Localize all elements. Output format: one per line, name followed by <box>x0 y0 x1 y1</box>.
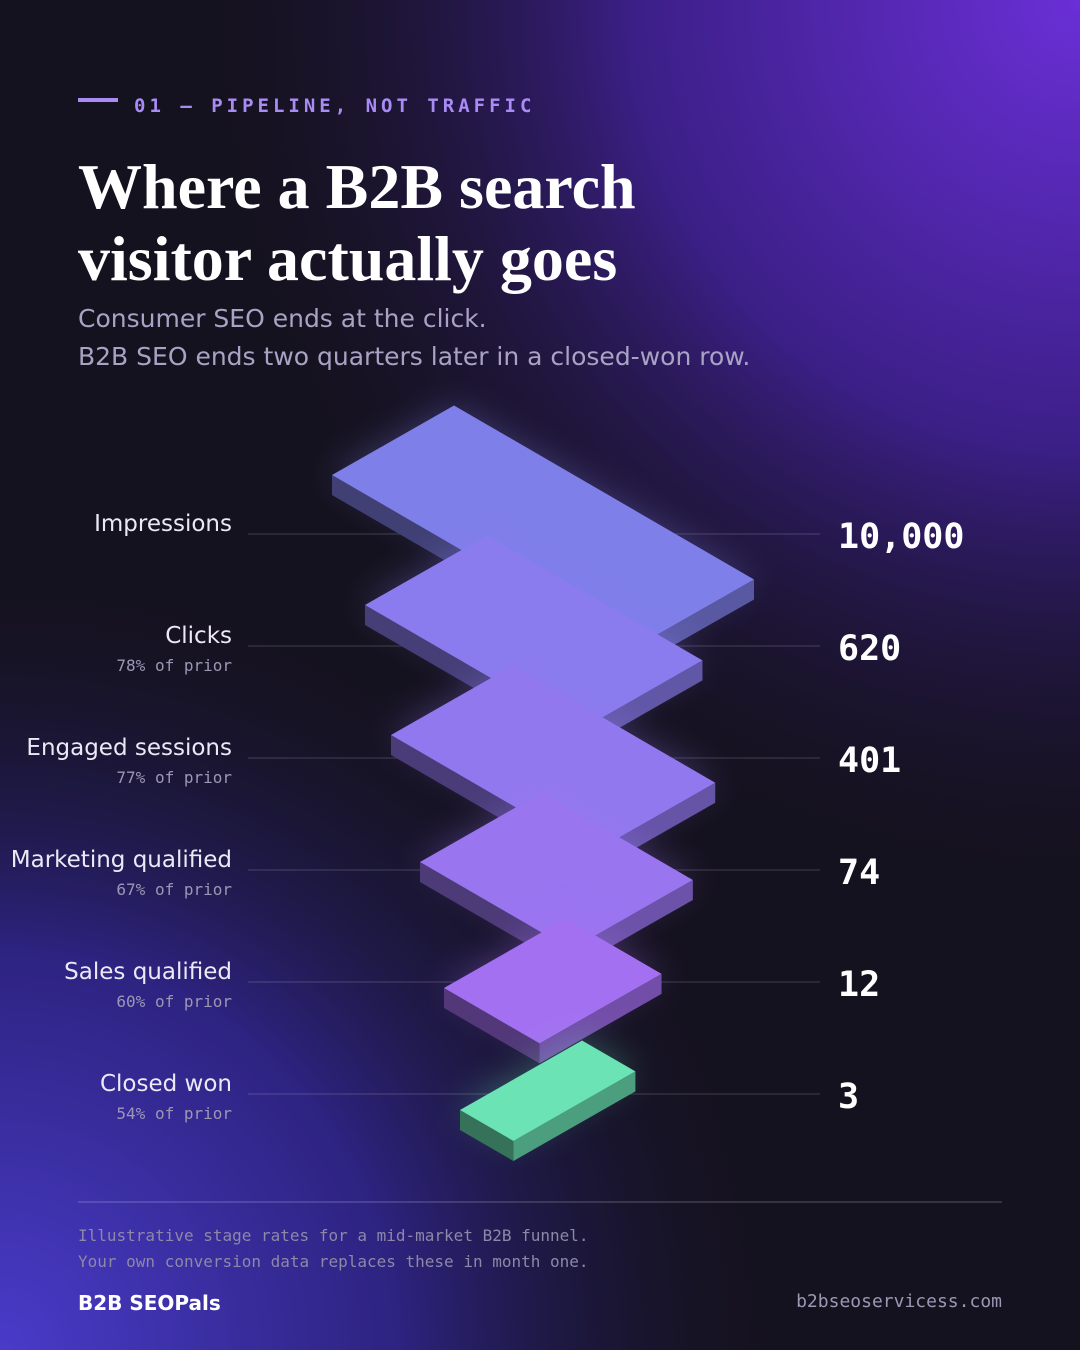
stage-rate: 54% of prior <box>116 1104 232 1123</box>
stage-label: Closed won <box>100 1071 232 1097</box>
stage-slab <box>460 1040 636 1161</box>
slab-side <box>513 1071 636 1161</box>
stage-rate: 67% of prior <box>116 880 232 899</box>
slab-top <box>391 665 716 853</box>
stage-label: Sales qualified <box>64 959 232 985</box>
kicker: 01 — PIPELINE, NOT TRAFFIC <box>134 95 535 117</box>
title: Where a B2B search <box>78 151 636 222</box>
slab-top <box>365 535 703 730</box>
stage-label: Impressions <box>94 511 232 537</box>
stage-slab <box>444 918 662 1064</box>
stage-slab <box>420 792 693 970</box>
slab-side <box>444 988 540 1064</box>
stage-value: 10,000 <box>838 517 964 557</box>
url: b2bseoservicess.com <box>796 1291 1002 1312</box>
slab-top <box>460 1040 636 1141</box>
stage-value: 620 <box>838 629 901 669</box>
subtitle: B2B SEO ends two quarters later in a clo… <box>78 342 750 371</box>
kicker-bar <box>78 98 118 102</box>
stage-value: 12 <box>838 965 880 1005</box>
slab-top <box>420 792 693 950</box>
stage-label: Engaged sessions <box>26 735 232 761</box>
slab-top <box>444 918 662 1044</box>
footnote: Your own conversion data replaces these … <box>78 1252 589 1271</box>
slab-side <box>539 973 662 1064</box>
brand: B2B SEOPals <box>78 1291 221 1315</box>
slab-top <box>332 405 754 649</box>
stage-value: 401 <box>838 741 901 781</box>
funnel: Impressions 10,000 Clicks 78% of prior 620 En… <box>11 405 964 1161</box>
subtitle: Consumer SEO ends at the click. <box>78 304 487 333</box>
footnote: Illustrative stage rates for a mid-marke… <box>78 1226 589 1245</box>
stage-rate: 77% of prior <box>116 768 232 787</box>
stage-value: 3 <box>838 1077 859 1117</box>
stage-rate: 78% of prior <box>116 656 232 675</box>
stage-label: Marketing qualified <box>11 847 232 873</box>
stage-value: 74 <box>838 853 880 893</box>
stage-rate: 60% of prior <box>116 992 232 1011</box>
stage-label: Clicks <box>165 623 232 649</box>
slab-side <box>460 1110 514 1161</box>
title: visitor actually goes <box>78 223 617 294</box>
